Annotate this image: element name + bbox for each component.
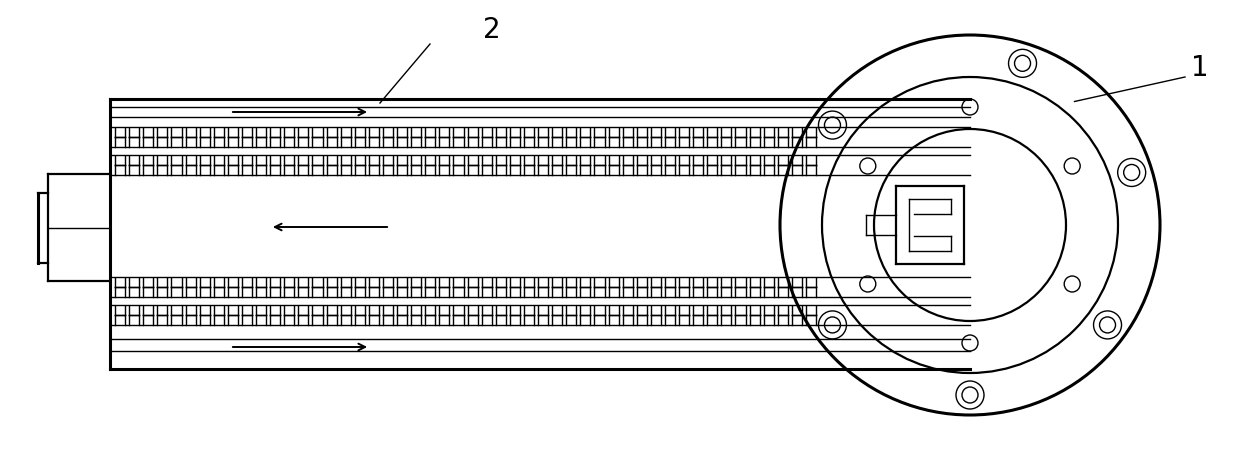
Text: 1: 1 (1192, 54, 1209, 82)
Text: 2: 2 (484, 16, 501, 44)
